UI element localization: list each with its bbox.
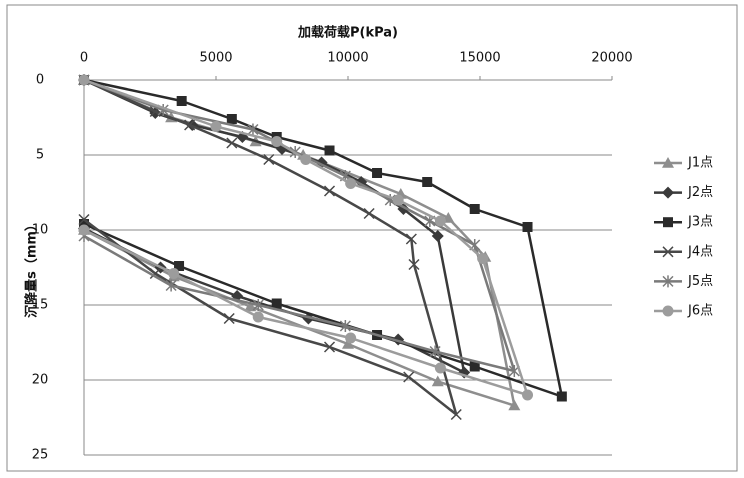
y-tick-label: 25 (32, 448, 49, 463)
y-tick-label: 15 (32, 298, 49, 313)
marker (431, 375, 444, 387)
marker (78, 224, 90, 236)
marker (434, 362, 446, 374)
marker (79, 219, 89, 229)
marker (408, 258, 420, 271)
y-tick-label: 5 (36, 148, 44, 163)
marker (663, 217, 673, 228)
marker (434, 215, 446, 227)
marker (247, 123, 259, 136)
x-tick-label: 15000 (459, 51, 500, 66)
marker (508, 399, 521, 411)
marker (324, 145, 335, 156)
marker (429, 345, 441, 358)
y-tick-label: 0 (36, 73, 44, 88)
marker (210, 121, 222, 132)
marker (662, 186, 674, 199)
marker (184, 119, 196, 131)
legend-label: J5点 (687, 274, 713, 289)
marker (345, 178, 357, 189)
x-axis-label: 加载荷载P(kPa) (297, 25, 398, 41)
legend-label: J3点 (687, 215, 713, 230)
legend-label: J4点 (687, 244, 713, 259)
marker (662, 275, 674, 288)
series-line (83, 78, 529, 397)
y-tick-label: 20 (32, 373, 49, 388)
legend-label: J2点 (687, 185, 713, 200)
marker (149, 267, 161, 280)
marker (345, 332, 357, 344)
marker (176, 96, 187, 106)
marker (522, 389, 534, 401)
x-tick-label: 5000 (199, 51, 232, 66)
marker (405, 233, 417, 245)
marker (469, 204, 480, 214)
marker (165, 279, 177, 292)
marker (339, 320, 351, 332)
marker (372, 168, 383, 178)
marker (662, 246, 674, 258)
marker (300, 154, 312, 165)
marker (223, 312, 235, 325)
x-tick-label: 0 (80, 51, 88, 66)
marker (271, 136, 283, 147)
marker (477, 253, 489, 264)
marker (363, 207, 375, 220)
marker (252, 299, 264, 311)
marker (522, 222, 533, 232)
y-axis-label: 沉降量s（mm） (24, 218, 40, 318)
x-tick-label: 10000 (327, 51, 368, 66)
marker (342, 338, 354, 349)
y-tick-label: 10 (32, 223, 49, 238)
marker (252, 311, 264, 323)
marker (422, 177, 433, 187)
marker (226, 137, 238, 149)
marker (431, 230, 444, 242)
legend-label: J1点 (687, 156, 713, 171)
marker (226, 114, 237, 124)
marker (244, 300, 257, 312)
marker (174, 261, 185, 271)
marker (556, 391, 567, 402)
marker (263, 153, 275, 166)
marker (662, 157, 674, 168)
marker (450, 408, 462, 421)
marker (323, 341, 336, 353)
marker (271, 298, 282, 309)
marker (78, 213, 90, 226)
marker (469, 361, 480, 372)
marker (78, 74, 90, 86)
marker (323, 185, 336, 197)
marker (392, 194, 404, 206)
legend-label: J6点 (687, 304, 713, 319)
marker (168, 268, 180, 279)
x-tick-label: 20000 (591, 51, 632, 66)
marker (662, 305, 674, 317)
marker (403, 371, 415, 383)
chart-frame (6, 4, 738, 472)
